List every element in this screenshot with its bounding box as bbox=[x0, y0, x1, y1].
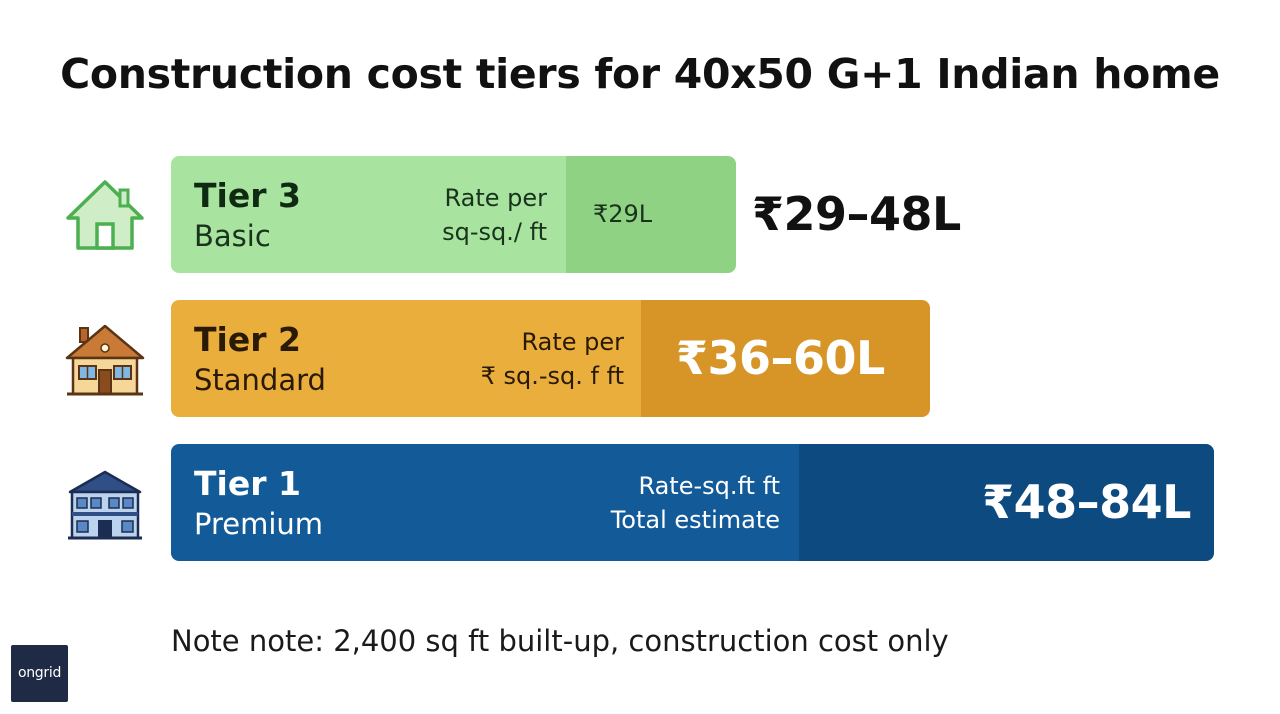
tier-2-bar-dark bbox=[641, 300, 930, 417]
tier-2-rate-line-1: Rate per bbox=[521, 328, 624, 356]
tier-1-rate-line-2: Total estimate bbox=[610, 506, 780, 534]
house-outline-icon bbox=[64, 176, 146, 254]
tier-3-bar-dark bbox=[566, 156, 736, 273]
house-two-storey-icon bbox=[64, 322, 146, 400]
tier-2-range-label: ₹36–60L bbox=[676, 331, 885, 385]
tier-1-range-label: ₹48–84L bbox=[982, 475, 1191, 529]
tier-1-rate-label: Rate-sq.ft ft Total estimate bbox=[611, 469, 780, 537]
tier-2-rate-line-2: ₹ sq.-sq. f ft bbox=[480, 362, 624, 390]
tier-3-subtitle: Basic bbox=[194, 219, 271, 253]
tier-2-rate-label: Rate per ₹ sq.-sq. f ft bbox=[481, 325, 624, 393]
tier-3-name: Tier 3 bbox=[194, 176, 301, 215]
tier-3-bar-light bbox=[171, 156, 566, 273]
tier-2-bar: Tier 2 Standard Rate per ₹ sq.-sq. f ft … bbox=[171, 300, 930, 417]
house-mansion-icon bbox=[64, 466, 146, 544]
tier-2-subtitle: Standard bbox=[194, 363, 326, 397]
tier-1-subtitle: Premium bbox=[194, 507, 324, 541]
tier-1-bar-dark bbox=[799, 444, 1214, 561]
tier-3-rate-line-1: Rate per bbox=[444, 184, 547, 212]
tier-3-range-label: ₹29–48L bbox=[752, 187, 961, 241]
tier-3-inner-value: ₹29L bbox=[593, 200, 653, 228]
tier-1-name: Tier 1 bbox=[194, 464, 301, 503]
tier-1-bar: Tier 1 Premium Rate-sq.ft ft Total estim… bbox=[171, 444, 1214, 561]
footnote: Note note: 2,400 sq ft built-up, constru… bbox=[171, 624, 949, 658]
tier-2-bar-light bbox=[171, 300, 641, 417]
tier-3-rate-line-2: sq-sq./ ft bbox=[442, 218, 547, 246]
tier-3-bar: Tier 3 Basic Rate per sq-sq./ ft ₹29L bbox=[171, 156, 736, 273]
tier-3-rate-label: Rate per sq-sq./ ft bbox=[442, 181, 547, 249]
tier-1-rate-line-1: Rate-sq.ft ft bbox=[638, 472, 780, 500]
ongrid-logo: ongrid bbox=[11, 645, 68, 702]
tier-2-name: Tier 2 bbox=[194, 320, 301, 359]
tier-1-bar-light bbox=[171, 444, 799, 561]
chart-title: Construction cost tiers for 40x50 G+1 In… bbox=[60, 50, 1220, 98]
